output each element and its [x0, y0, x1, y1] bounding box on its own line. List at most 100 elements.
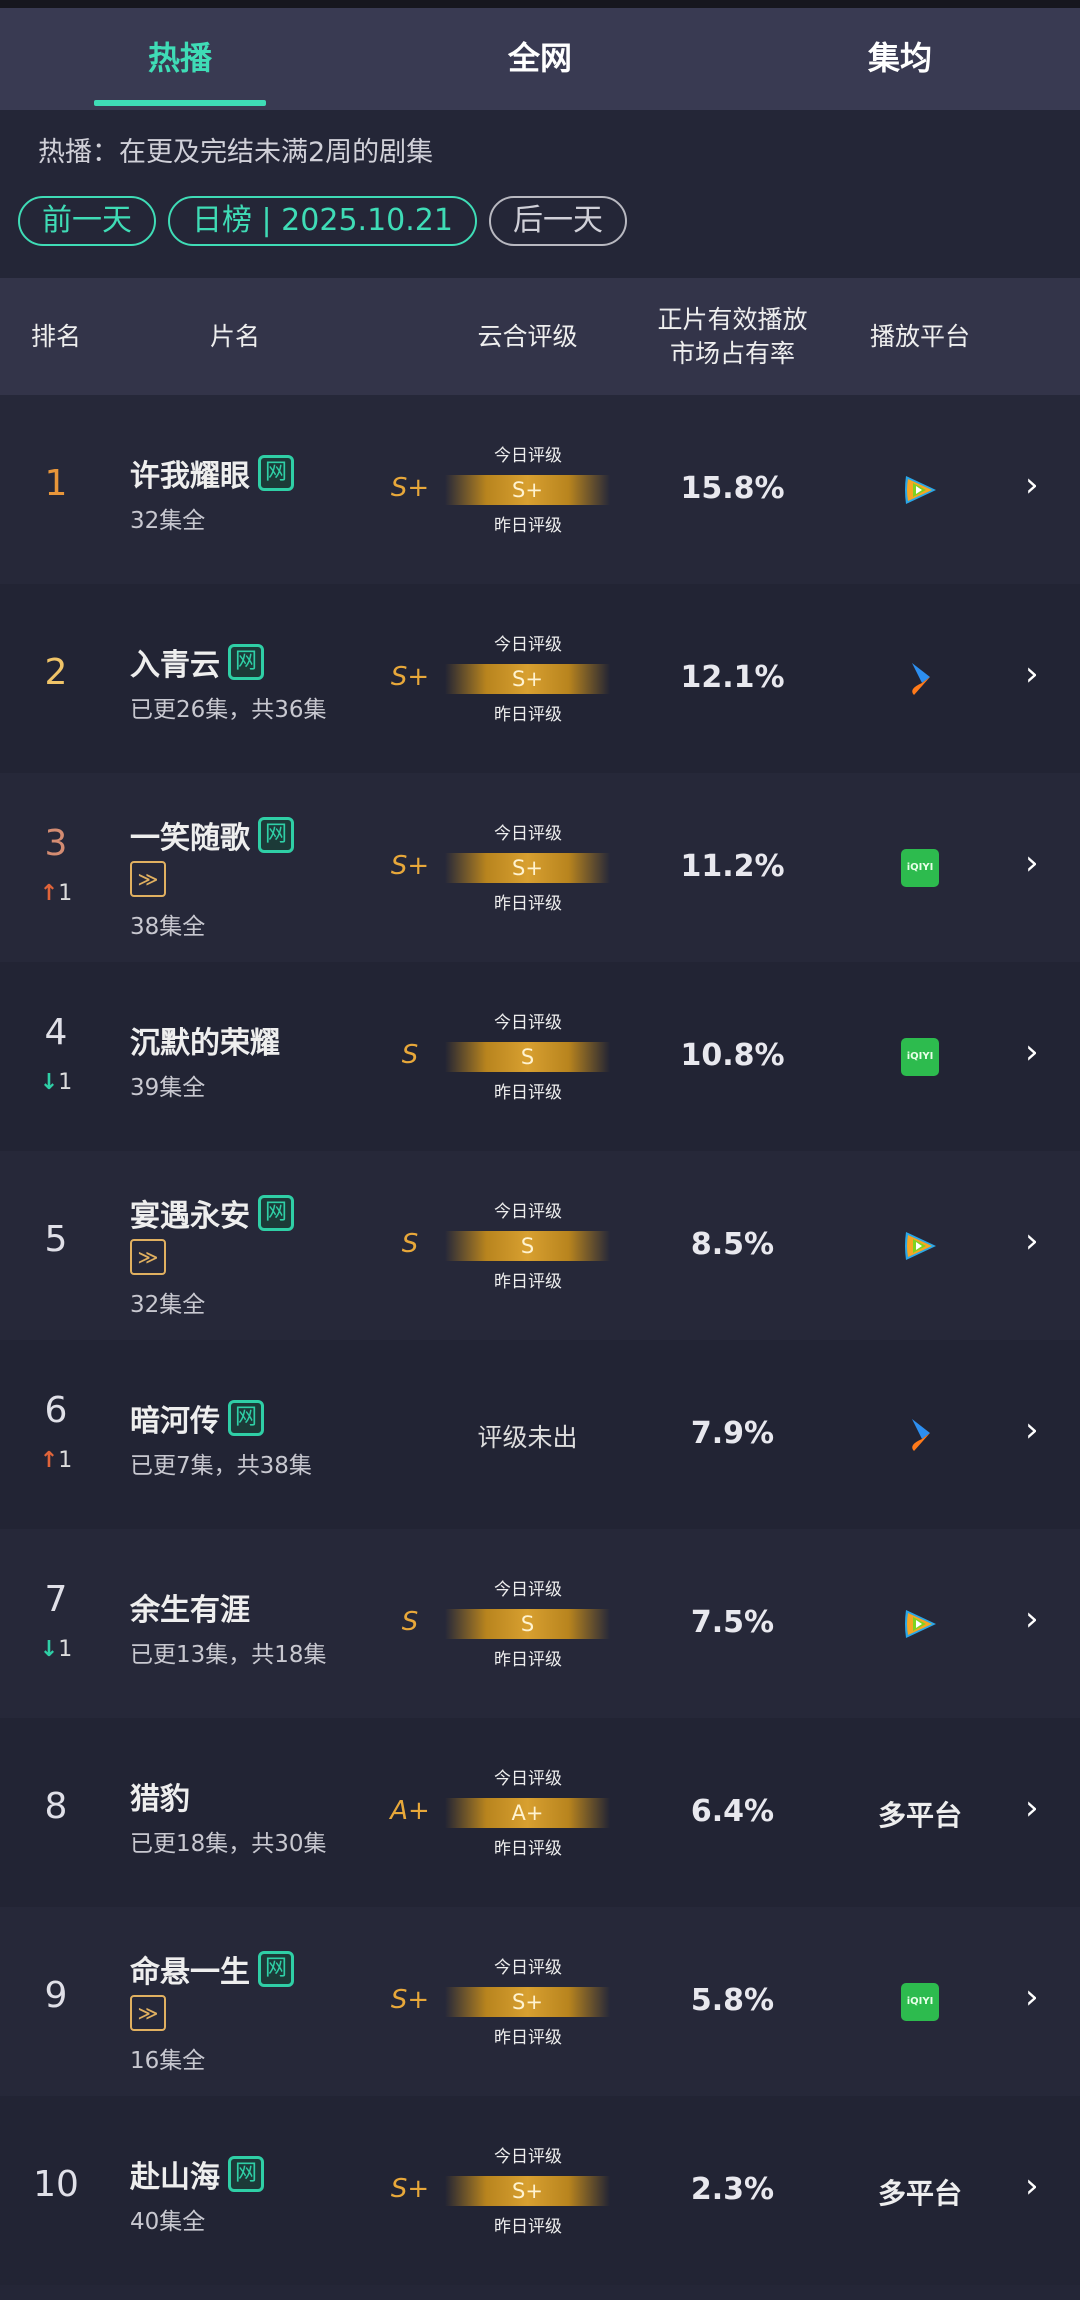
table-row[interactable]: 9 命悬一生网 ≫ 16集全 S+ 今日评级 S+ 昨日评级 5.8% iQIYI ›	[0, 1907, 1080, 2096]
platform	[880, 1226, 960, 1266]
show-title-text: 命悬一生	[130, 1955, 250, 1990]
web-series-badge: 网	[228, 1400, 264, 1436]
tab-bar: 热播 全网 集均	[0, 8, 1080, 110]
episode-info: 39集全	[130, 1075, 206, 1101]
next-day-button[interactable]: 后一天	[488, 196, 627, 246]
today-rating-label: 今日评级	[494, 1769, 562, 1789]
web-series-badge: 网	[258, 1195, 294, 1231]
today-rating-label: 今日评级	[494, 1958, 562, 1978]
rank-number: 9	[44, 1975, 68, 2016]
table-row[interactable]: 5 宴遇永安网 ≫ 32集全 S 今日评级 S 昨日评级 8.5% ›	[0, 1151, 1080, 1340]
yesterday-rating-label: 昨日评级	[494, 516, 562, 536]
table-row[interactable]: 8 猎豹 已更18集，共30集 A+ 今日评级 A+ 昨日评级 6.4% 多平台 ›	[0, 1718, 1080, 1907]
description: 热播：在更及完结未满2周的剧集	[38, 137, 434, 168]
show-title-text: 许我耀眼	[130, 459, 250, 494]
tab-hot[interactable]: 热播	[0, 8, 360, 110]
chevron-right-icon[interactable]: ›	[1025, 465, 1039, 505]
rank-number: 4	[44, 1012, 68, 1053]
rank-change: ↓1	[20, 1637, 92, 1662]
episode-info: 32集全	[130, 1292, 206, 1318]
rank-number: 5	[44, 1219, 68, 1260]
web-series-badge: 网	[228, 2156, 264, 2192]
header-rating: 云合评级	[477, 321, 578, 351]
chevron-right-icon[interactable]: ›	[1025, 1032, 1039, 1072]
date-selector[interactable]: 日榜 | 2025.10.21	[168, 196, 477, 246]
today-rating-label: 今日评级	[494, 1013, 562, 1033]
iqiyi-icon: iQIYI	[901, 1038, 939, 1076]
chevron-right-icon[interactable]: ›	[1025, 1599, 1039, 1639]
show-title[interactable]: 余生有涯	[130, 1585, 250, 1629]
today-rating-label: 今日评级	[494, 446, 562, 466]
chevron-right-icon[interactable]: ›	[1025, 2166, 1039, 2206]
table-row[interactable]: 2 入青云网已更26集，共36集 S+ 今日评级 S+ 昨日评级 12.1% ›	[0, 584, 1080, 773]
iqiyi-icon: iQIYI	[901, 849, 939, 887]
rank-change: ↑1	[20, 881, 92, 906]
rank-number: 7	[44, 1579, 68, 1620]
rating-grade: S+	[390, 662, 430, 692]
yesterday-rating-label: 昨日评级	[494, 1083, 562, 1103]
show-title-text: 猎豹	[130, 1782, 190, 1817]
chevron-right-icon[interactable]: ›	[1025, 1788, 1039, 1828]
yesterday-rating-label: 昨日评级	[494, 2028, 562, 2048]
table-row[interactable]: 7 ↓1 余生有涯 已更13集，共18集 S 今日评级 S 昨日评级 7.5% ›	[0, 1529, 1080, 1718]
table-row[interactable]: 3 ↑1 一笑随歌网 ≫ 38集全 S+ 今日评级 S+ 昨日评级 11.2% iQIYI ›	[0, 773, 1080, 962]
platform: iQIYI	[880, 848, 960, 888]
platform: iQIYI	[880, 1982, 960, 2022]
episode-info: 38集全	[130, 914, 206, 940]
rating-bar: S+	[445, 475, 610, 505]
arrow-up-icon: ↑	[39, 881, 59, 906]
today-rating-label: 今日评级	[494, 1580, 562, 1600]
chevron-right-icon[interactable]: ›	[1025, 843, 1039, 883]
header-rank: 排名	[30, 321, 81, 351]
web-series-badge: 网	[258, 455, 294, 491]
show-title-text: 一笑随歌	[130, 821, 250, 856]
table-row[interactable]: 4 ↓1 沉默的荣耀 39集全 S 今日评级 S 昨日评级 10.8% iQIYI ›	[0, 962, 1080, 1151]
yesterday-rating-label: 昨日评级	[494, 1272, 562, 1292]
rank-change: ↓1	[20, 1070, 92, 1095]
show-title[interactable]: 一笑随歌网	[130, 813, 294, 857]
show-title[interactable]: 宴遇永安网	[130, 1191, 294, 1235]
header-platform: 播放平台	[869, 321, 970, 351]
chevron-right-icon[interactable]: ›	[1025, 1977, 1039, 2017]
rating-grade: S	[401, 1229, 419, 1259]
iqiyi-icon: iQIYI	[901, 1983, 939, 2021]
show-title[interactable]: 许我耀眼网	[130, 451, 294, 495]
show-title[interactable]: 入青云网	[130, 640, 264, 684]
web-series-badge: 网	[258, 1951, 294, 1987]
show-title[interactable]: 猎豹	[130, 1774, 190, 1818]
chevron-right-icon[interactable]: ›	[1025, 1221, 1039, 1261]
market-share: 12.1%	[680, 660, 785, 695]
tab-all-network[interactable]: 全网	[507, 39, 572, 77]
rank-change: ↑1	[20, 1448, 92, 1473]
rating-grade: S+	[390, 851, 430, 881]
show-title-text: 余生有涯	[130, 1593, 250, 1628]
arrow-up-icon: ↑	[39, 1448, 59, 1473]
platform	[880, 470, 960, 510]
table-row[interactable]: 10 赴山海网 40集全 S+ 今日评级 S+ 昨日评级 2.3% 多平台 ›	[0, 2096, 1080, 2285]
tab-episode-average[interactable]: 集均	[867, 39, 932, 77]
show-title[interactable]: 沉默的荣耀	[130, 1018, 280, 1062]
show-title[interactable]: 命悬一生网	[130, 1947, 294, 1991]
today-rating-label: 今日评级	[494, 824, 562, 844]
chevron-right-icon[interactable]: ›	[1025, 1410, 1039, 1450]
table-header: 排名 片名 云合评级 正片有效播放 市场占有率 播放平台	[0, 278, 1080, 395]
arrow-down-icon: ↓	[39, 1070, 59, 1095]
table-row[interactable]: 1 许我耀眼网 32集全 S+ 今日评级 S+ 昨日评级 15.8% ›	[0, 395, 1080, 584]
market-share: 2.3%	[690, 2172, 775, 2207]
show-title[interactable]: 赴山海网	[130, 2152, 264, 2196]
chevron-right-icon[interactable]: ›	[1025, 654, 1039, 694]
youku-icon	[912, 663, 930, 695]
tencent-video-icon	[905, 1610, 936, 1638]
rating-bar: S+	[445, 1987, 610, 2017]
show-title[interactable]: 暗河传网	[130, 1396, 264, 1440]
table-row[interactable]: 6 ↑1 暗河传网已更7集，共38集 评级未出 7.9% ›	[0, 1340, 1080, 1529]
episode-info: 已更18集，共30集	[130, 1831, 327, 1857]
episode-info: 已更13集，共18集	[130, 1642, 327, 1668]
show-title-text: 暗河传	[130, 1404, 220, 1439]
fast-forward-badge-icon: ≫	[130, 861, 166, 897]
header-title: 片名	[209, 321, 260, 351]
yesterday-rating-label: 昨日评级	[494, 894, 562, 914]
prev-day-button[interactable]: 前一天	[18, 196, 156, 246]
rating-grade: A+	[390, 1796, 430, 1826]
rating-bar: S	[445, 1609, 610, 1639]
